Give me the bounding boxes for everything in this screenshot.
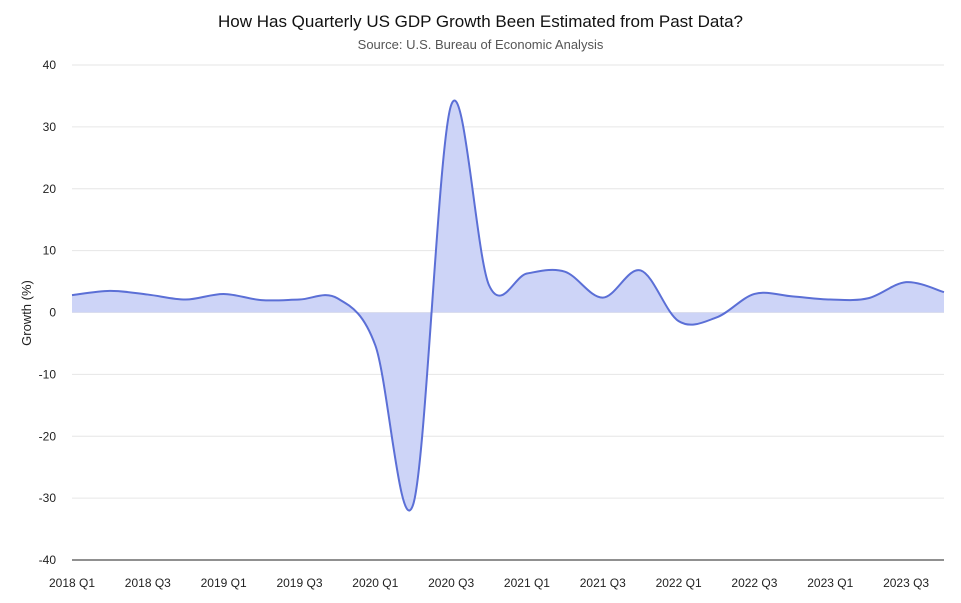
area-layer: [71, 100, 945, 512]
x-tick-labels: 2018 Q1 2018 Q3 2019 Q1 2019 Q3 2020 Q1 2020 …: [49, 576, 929, 590]
x-tick-label: 2019 Q1: [201, 576, 247, 590]
y-tick-labels: 40 30 20 10 0 -10 -20 -30 -40: [39, 58, 57, 567]
chart-subtitle: Source: U.S. Bureau of Economic Analysis: [357, 37, 604, 52]
series-line: [71, 100, 945, 512]
x-tick-label: 2022 Q3: [731, 576, 777, 590]
x-tick-label: 2018 Q1: [49, 576, 95, 590]
y-tick-label: 10: [43, 244, 57, 258]
x-tick-label: 2019 Q3: [276, 576, 322, 590]
x-tick-label: 2022 Q1: [656, 576, 702, 590]
x-tick-label: 2021 Q1: [504, 576, 550, 590]
y-tick-label: 40: [43, 58, 57, 72]
y-axis-title: Growth (%): [19, 280, 34, 346]
x-tick-label: 2018 Q3: [125, 576, 171, 590]
y-tick-label: 30: [43, 120, 57, 134]
y-tick-label: -40: [39, 553, 57, 567]
x-tick-label: 2023 Q3: [883, 576, 929, 590]
x-tick-label: 2020 Q3: [428, 576, 474, 590]
y-tick-label: 0: [49, 306, 56, 320]
x-tick-label: 2020 Q1: [352, 576, 398, 590]
x-tick-label: 2023 Q1: [807, 576, 853, 590]
grid-lines: [72, 64, 944, 561]
y-tick-label: -10: [39, 367, 57, 381]
y-tick-label: -30: [39, 491, 57, 505]
series-area-fill: [72, 100, 944, 511]
x-tick-label: 2021 Q3: [580, 576, 626, 590]
y-tick-label: -20: [39, 429, 57, 443]
y-tick-label: 20: [43, 182, 57, 196]
chart-title: How Has Quarterly US GDP Growth Been Est…: [218, 12, 743, 31]
